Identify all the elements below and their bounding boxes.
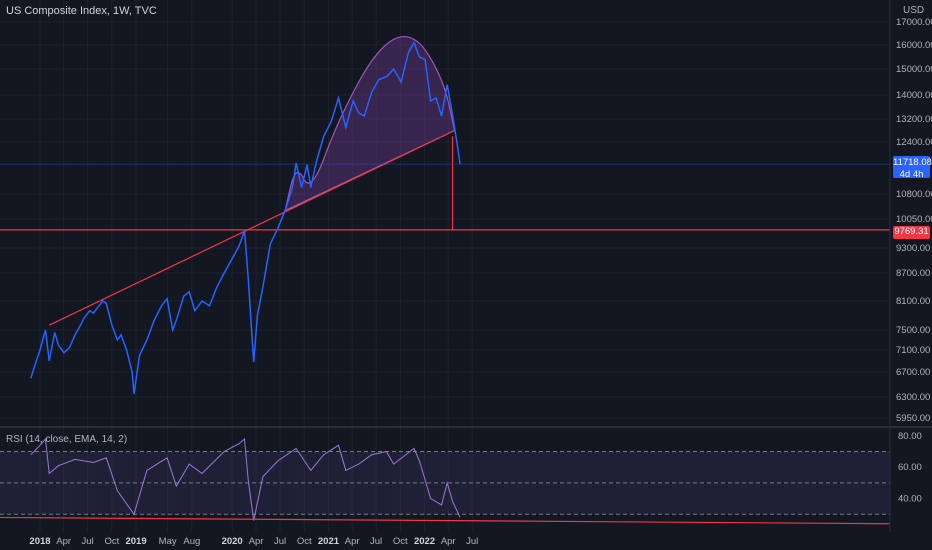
rsi-title: RSI (14, close, EMA, 14, 2) [6,434,128,445]
bar-countdown: 4d 4h [899,169,924,180]
time-tick-label: Apr [249,536,264,547]
target-price-badge: 9769.31 [893,226,930,239]
time-tick-label: Oct [104,536,119,547]
time-tick-label: Jul [82,536,94,547]
price-tick-label: 7500.00 [896,325,930,336]
chart-title: US Composite Index, 1W, TVC [6,5,157,17]
rsi-series-line[interactable] [30,437,461,521]
last-price-badge: 11718.08 4d 4h [893,156,932,180]
time-tick-label: May [159,536,177,547]
currency-label: USD [903,5,925,16]
time-tick-label: Apr [345,536,360,547]
rsi-tick-label: 60.00 [898,462,922,473]
price-tick-label: 14000.00 [896,90,932,101]
rsi-trend-line[interactable] [0,516,891,525]
time-tick-label: Apr [56,536,71,547]
time-tick-label: Apr [441,536,456,547]
time-tick-label: Oct [393,536,408,547]
rsi-tick-label: 80.00 [898,431,922,442]
time-axis: 2018 Apr Jul Oct 2019 May Aug 2020 Apr Jul Oct 2021… [29,536,478,547]
time-tick-label: 2022 [414,536,435,547]
trend-line[interactable] [48,129,455,326]
rounding-top-pattern[interactable] [284,35,456,212]
price-tick-label: 9300.00 [896,243,930,254]
time-tick-label: Jul [466,536,478,547]
price-tick-label: 5950.00 [896,413,930,424]
time-tick-label: 2019 [125,536,146,547]
price-tick-label: 12400.00 [896,137,932,148]
price-axis: 5950.00 6300.00 6700.00 7100.00 7500.00 8100.… [896,17,932,424]
rsi-tick-label: 40.00 [898,494,922,505]
price-tick-label: 8100.00 [896,296,930,307]
price-tick-label: 6700.00 [896,367,930,378]
price-series-line[interactable] [30,40,461,395]
rsi-axis: 40.00 60.00 80.00 [898,431,922,505]
price-tick-label: 17000.00 [896,17,932,28]
time-tick-label: Aug [183,536,200,547]
price-tick-label: 6300.00 [896,392,930,403]
price-tick-label: 8700.00 [896,268,930,279]
price-tick-label: 7100.00 [896,345,930,356]
price-tick-label: 10800.00 [896,189,932,200]
time-tick-label: Jul [274,536,286,547]
time-tick-label: 2020 [222,536,243,547]
price-tick-label: 16000.00 [896,40,932,51]
time-tick-label: 2021 [318,536,340,547]
price-tick-label: 13200.00 [896,114,932,125]
price-tick-label: 15000.00 [896,64,932,75]
time-tick-label: 2018 [29,536,50,547]
time-tick-label: Oct [297,536,312,547]
rsi-reference-lines [0,451,890,515]
last-price-value: 11718.08 [893,157,932,168]
time-tick-label: Jul [370,536,382,547]
price-tick-label: 10050.00 [896,214,932,225]
